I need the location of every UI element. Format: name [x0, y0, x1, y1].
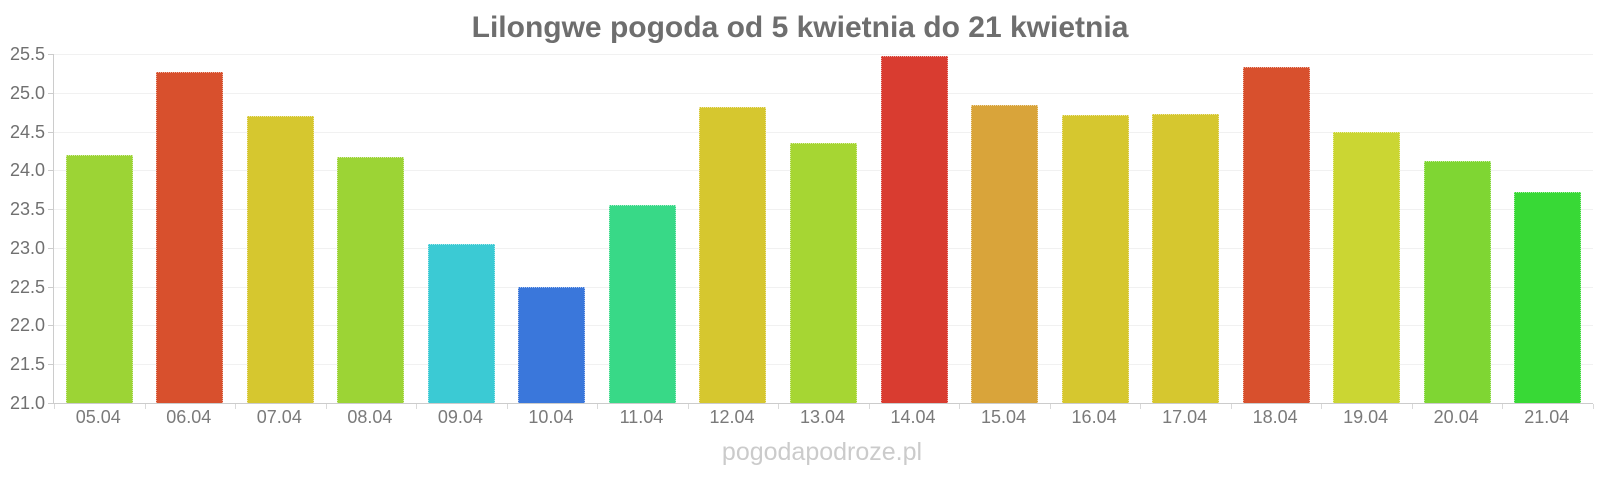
x-axis-label: 09.04 [437, 407, 483, 427]
y-axis-label: 21.5 [9, 354, 45, 375]
bar-14.04[interactable] [880, 56, 948, 403]
y-axis-label: 25.0 [9, 82, 45, 103]
x-axis-label: 05.04 [75, 407, 121, 427]
y-axis-tick [48, 286, 54, 288]
bar-10.04[interactable] [518, 286, 586, 403]
y-axis-label: 24.5 [9, 121, 45, 142]
watermark: pogodapodroze.pl [721, 438, 923, 466]
y-axis-tick [48, 131, 54, 133]
x-axis-label: 10.04 [528, 407, 574, 427]
x-axis-label: 06.04 [166, 407, 212, 427]
bar-09.04[interactable] [427, 244, 495, 403]
x-axis-tick [325, 404, 327, 409]
bar-15.04[interactable] [971, 105, 1039, 403]
x-axis-label: 11.04 [619, 407, 664, 427]
x-axis-label: 18.04 [1252, 407, 1298, 427]
x-axis-tick [144, 404, 146, 409]
y-axis-tick [48, 247, 54, 249]
y-axis-tick [48, 209, 54, 211]
bar-07.04[interactable] [246, 116, 314, 403]
x-axis-label: 13.04 [799, 407, 846, 427]
x-axis-tick [1049, 404, 1051, 409]
y-axis-label: 23.0 [9, 237, 45, 258]
x-axis-tick [1411, 404, 1413, 409]
x-axis-label: 17.04 [1162, 407, 1208, 427]
y-axis-tick [48, 170, 54, 172]
y-axis-tick [48, 364, 54, 366]
x-axis-tick [778, 404, 780, 409]
chart-title: Lilongwe pogoda od 5 kwietnia do 21 kwie… [471, 11, 1129, 44]
bar-06.04[interactable] [156, 71, 224, 403]
x-axis-tick [597, 404, 599, 409]
bar-21.04[interactable] [1514, 192, 1582, 403]
x-axis-label: 14.04 [890, 407, 936, 427]
y-axis-label: 22.5 [9, 276, 45, 297]
x-axis-label: 12.04 [709, 407, 755, 427]
gridline [54, 54, 1593, 55]
x-axis-label: 15.04 [981, 407, 1027, 427]
x-axis-tick [687, 404, 689, 409]
x-axis-tick [235, 404, 237, 409]
x-axis-label: 21.04 [1524, 407, 1570, 427]
y-axis-tick [48, 403, 54, 404]
x-axis-label: 20.04 [1433, 407, 1479, 427]
y-axis-label: 25.5 [9, 44, 45, 64]
y-axis-tick [48, 325, 54, 327]
y-axis-label: 22.0 [9, 315, 45, 336]
x-axis-label: 07.04 [256, 407, 302, 427]
bar-12.04[interactable] [699, 106, 767, 403]
bar-08.04[interactable] [337, 157, 405, 403]
x-axis-tick [54, 404, 55, 409]
x-axis-tick [959, 404, 961, 409]
x-axis-tick [416, 404, 418, 409]
x-axis-tick [868, 404, 870, 409]
gridline [54, 92, 1593, 94]
y-axis-label: 24.0 [9, 160, 45, 181]
x-axis-label: 08.04 [347, 407, 393, 427]
bar-17.04[interactable] [1152, 113, 1220, 403]
bar-18.04[interactable] [1242, 67, 1310, 403]
x-axis-label: 19.04 [1343, 407, 1389, 427]
x-axis-label: 16.04 [1071, 407, 1117, 427]
bar-20.04[interactable] [1423, 161, 1491, 403]
bar-11.04[interactable] [608, 205, 676, 403]
y-axis-label: 21.0 [9, 393, 45, 413]
x-axis-tick [1321, 404, 1323, 409]
bar-05.04[interactable] [65, 154, 133, 403]
y-axis-tick [48, 54, 54, 55]
bar-16.04[interactable] [1061, 115, 1129, 403]
x-axis-tick [1502, 404, 1504, 409]
y-axis-label: 23.5 [9, 199, 45, 220]
y-axis-tick [48, 92, 54, 94]
bar-19.04[interactable] [1333, 131, 1401, 403]
x-axis-tick [1593, 404, 1594, 409]
x-axis-tick [1230, 404, 1232, 409]
x-axis-tick [506, 404, 508, 409]
plot-area [48, 54, 1594, 409]
bar-13.04[interactable] [790, 143, 857, 403]
x-axis-tick [1140, 404, 1142, 409]
gridline [54, 131, 1593, 133]
